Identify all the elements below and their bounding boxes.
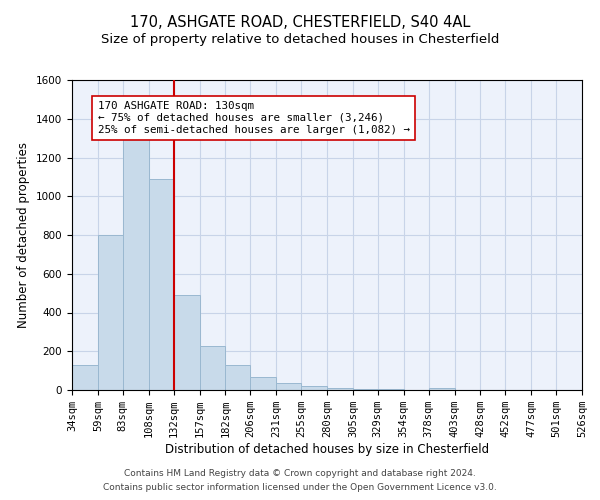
Text: 170 ASHGATE ROAD: 130sqm
← 75% of detached houses are smaller (3,246)
25% of sem: 170 ASHGATE ROAD: 130sqm ← 75% of detach…: [98, 102, 410, 134]
Bar: [72, 365, 98, 390]
Bar: [276, 383, 301, 390]
Bar: [149, 179, 173, 390]
Bar: [428, 388, 455, 390]
Bar: [173, 295, 199, 390]
Bar: [226, 365, 250, 390]
Bar: [301, 386, 327, 390]
Text: 170, ASHGATE ROAD, CHESTERFIELD, S40 4AL: 170, ASHGATE ROAD, CHESTERFIELD, S40 4AL: [130, 15, 470, 30]
Text: Contains HM Land Registry data © Crown copyright and database right 2024.: Contains HM Land Registry data © Crown c…: [124, 468, 476, 477]
Bar: [353, 389, 378, 390]
Y-axis label: Number of detached properties: Number of detached properties: [17, 142, 31, 328]
X-axis label: Distribution of detached houses by size in Chesterfield: Distribution of detached houses by size …: [165, 443, 489, 456]
Bar: [327, 388, 353, 390]
Text: Contains public sector information licensed under the Open Government Licence v3: Contains public sector information licen…: [103, 484, 497, 492]
Bar: [250, 378, 276, 390]
Bar: [378, 389, 404, 390]
Bar: [123, 138, 149, 390]
Bar: [199, 346, 226, 390]
Text: Size of property relative to detached houses in Chesterfield: Size of property relative to detached ho…: [101, 32, 499, 46]
Bar: [98, 235, 123, 390]
